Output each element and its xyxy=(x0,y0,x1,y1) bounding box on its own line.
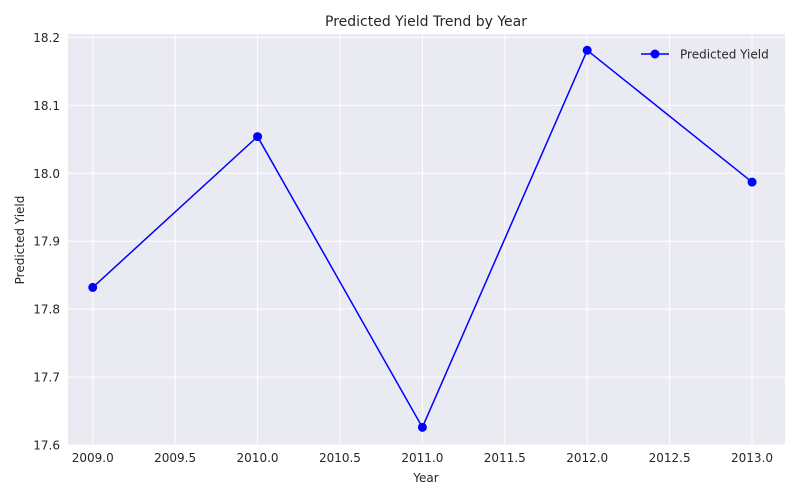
y-tick-label: 17.7 xyxy=(33,371,60,385)
data-point xyxy=(747,177,757,187)
y-tick-label: 17.6 xyxy=(33,439,60,453)
x-tick-label: 2012.0 xyxy=(566,451,608,465)
x-tick-label: 2011.5 xyxy=(484,451,526,465)
x-tick-label: 2009.0 xyxy=(72,451,114,465)
x-tick-label: 2013.0 xyxy=(731,451,773,465)
y-tick-label: 18.1 xyxy=(33,99,60,113)
y-tick-labels: 17.6 17.7 17.8 17.9 18.0 18.1 18.2 xyxy=(33,31,60,453)
x-tick-label: 2009.5 xyxy=(154,451,196,465)
y-tick-label: 17.8 xyxy=(33,303,60,317)
legend: Predicted Yield xyxy=(641,48,769,62)
chart-title: Predicted Yield Trend by Year xyxy=(325,14,527,30)
plot-background xyxy=(68,34,785,445)
data-point xyxy=(417,422,427,432)
y-tick-label: 18.2 xyxy=(33,31,60,45)
x-tick-labels: 2009.0 2009.5 2010.0 2010.5 2011.0 2011.5 2012… xyxy=(72,451,773,465)
data-point xyxy=(253,132,263,142)
x-tick-label: 2010.0 xyxy=(237,451,279,465)
y-tick-label: 18.0 xyxy=(33,167,60,181)
grid xyxy=(68,34,785,446)
legend-marker xyxy=(650,49,660,59)
x-tick-label: 2012.5 xyxy=(649,451,691,465)
x-tick-label: 2011.0 xyxy=(401,451,443,465)
series-layer xyxy=(88,45,757,432)
y-axis-label: Predicted Yield xyxy=(13,196,27,285)
y-tick-label: 17.9 xyxy=(33,235,60,249)
x-axis-label: Year xyxy=(412,471,438,485)
x-tick-label: 2010.5 xyxy=(319,451,361,465)
data-point xyxy=(582,45,592,55)
legend-label: Predicted Yield xyxy=(680,48,769,62)
data-point xyxy=(88,282,98,292)
